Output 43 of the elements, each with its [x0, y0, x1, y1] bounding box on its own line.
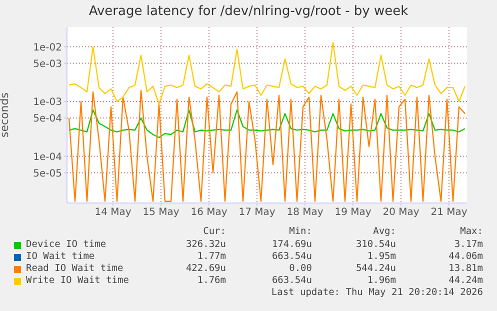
text: 0.00 — [289, 263, 312, 274]
y-tick-label: 1e-03 — [33, 97, 62, 108]
text: Avg: — [373, 226, 396, 237]
text: 44.06m — [448, 251, 483, 262]
line-series — [68, 109, 466, 138]
text: 422.69u — [186, 263, 226, 274]
text: 1.95m — [367, 251, 396, 262]
text: 1.77m — [197, 251, 226, 262]
y-axis-title: seconds — [0, 92, 11, 138]
text: Max: — [460, 226, 483, 237]
text: 44.24m — [448, 275, 483, 286]
legend-label: Read IO Wait time — [26, 263, 124, 274]
y-tick-label: 5e-03 — [33, 58, 62, 70]
text: Last update: Thu May 21 20:20:14 2026 — [271, 287, 483, 298]
legend-label: Device IO time — [26, 239, 106, 250]
text: 663.54u — [272, 251, 312, 262]
y-tick-label: 1e-04 — [33, 152, 62, 163]
y-tick-label: 5e-05 — [33, 168, 62, 180]
x-tick-label: 16 May — [190, 207, 228, 218]
x-tick-label: 17 May — [238, 207, 276, 218]
text: Min: — [289, 226, 312, 237]
line-series — [68, 42, 466, 105]
x-tick-label: 18 May — [286, 207, 324, 218]
x-tick-label: 20 May — [382, 207, 420, 218]
text: 3.17m — [454, 239, 483, 250]
text: 326.32u — [186, 239, 226, 250]
chart-title: Average latency for /dev/nlring-vg/root - by week — [88, 4, 410, 19]
text: 13.81m — [448, 263, 483, 274]
text: 1.76m — [197, 275, 226, 286]
x-tick-label: 19 May — [334, 207, 372, 218]
legend-label: Write IO Wait time — [26, 275, 129, 286]
y-tick-label: 1e-02 — [33, 42, 62, 54]
text: 310.54u — [356, 239, 396, 250]
text: Cur: — [203, 226, 226, 237]
text: 544.24u — [356, 263, 396, 274]
x-tick-label: 14 May — [94, 207, 132, 218]
text: 1.96m — [367, 275, 396, 286]
text: 663.54u — [272, 275, 312, 286]
y-tick-label: 5e-04 — [33, 114, 62, 125]
legend-label: IO Wait time — [26, 251, 95, 262]
x-tick-label: 15 May — [142, 207, 180, 218]
text: 174.69u — [272, 239, 312, 250]
x-tick-label: 21 May — [430, 207, 468, 218]
